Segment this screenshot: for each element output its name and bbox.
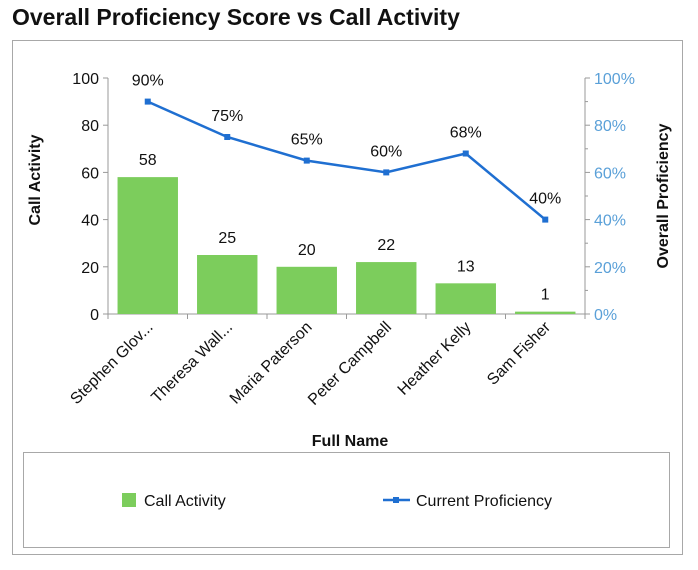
x-tick-label: Stephen Glov...: [67, 319, 156, 408]
line-marker: [144, 98, 151, 105]
x-tick-label: Maria Paterson: [227, 319, 316, 408]
bar: [435, 283, 496, 314]
x-tick-label: Peter Campbell: [305, 319, 395, 409]
line-value-label: 40%: [529, 191, 561, 208]
y-right-tick-label: 80%: [594, 118, 626, 135]
y-right-tick-label: 60%: [594, 165, 626, 182]
line-marker: [462, 150, 469, 157]
legend-label-line: Current Proficiency: [416, 493, 552, 510]
x-axis-label: Full Name: [312, 433, 389, 450]
line-value-label: 90%: [132, 73, 164, 90]
line-marker: [383, 169, 390, 176]
line-marker: [303, 157, 310, 164]
legend-swatch-marker: [393, 497, 399, 503]
x-tick-label: Heather Kelly: [395, 319, 475, 399]
x-tick-label: Sam Fisher: [484, 318, 554, 388]
y-left-tick-label: 0: [90, 307, 99, 324]
bar: [515, 311, 576, 314]
bar: [356, 262, 417, 314]
legend: Call Activity Current Proficiency: [122, 493, 552, 510]
line-value-label: 60%: [370, 143, 402, 160]
y-left-tick-label: 80: [81, 118, 99, 135]
line-value-label: 68%: [450, 125, 482, 142]
legend-swatch-bar: [122, 493, 136, 507]
y-right-tick-label: 20%: [594, 260, 626, 277]
y-left-tick-label: 40: [81, 213, 99, 230]
bar-value-label: 13: [457, 258, 475, 275]
bars: [117, 177, 576, 314]
chart-title: Overall Proficiency Score vs Call Activi…: [12, 4, 460, 30]
y-left-tick-label: 60: [81, 165, 99, 182]
x-tick-label: Theresa Wall...: [148, 319, 236, 407]
bar: [197, 255, 258, 314]
line-marker: [224, 134, 231, 140]
bar: [117, 177, 178, 314]
bar-value-label: 20: [298, 242, 316, 259]
y-right-tick-label: 0%: [594, 307, 617, 324]
bar: [276, 266, 337, 314]
line-path: [147, 100, 547, 221]
y-axis-left-label: Call Activity: [27, 134, 44, 225]
y-left-tick-label: 20: [81, 260, 99, 277]
legend-box: [23, 452, 670, 548]
chart-frame: [12, 40, 683, 555]
bar-value-label: 25: [218, 230, 236, 247]
bar-value-label: 58: [139, 152, 157, 169]
bar-value-label: 22: [377, 237, 395, 254]
line-value-label: 75%: [211, 108, 243, 125]
data-labels: 58 25 20 22 13 1 90% 75% 65% 60% 68% 40%: [132, 73, 562, 304]
y-right-tick-label: 40%: [594, 213, 626, 230]
line-marker: [542, 216, 549, 223]
y-left-tick-label: 100: [72, 71, 99, 88]
legend-label-bar: Call Activity: [144, 493, 226, 510]
bar-value-label: 1: [541, 287, 550, 304]
y-right-tick-label: 100%: [594, 71, 635, 88]
y-axis-right-label: Overall Proficiency: [655, 123, 672, 268]
line-value-label: 65%: [291, 132, 323, 149]
proficiency-line: [144, 98, 549, 223]
